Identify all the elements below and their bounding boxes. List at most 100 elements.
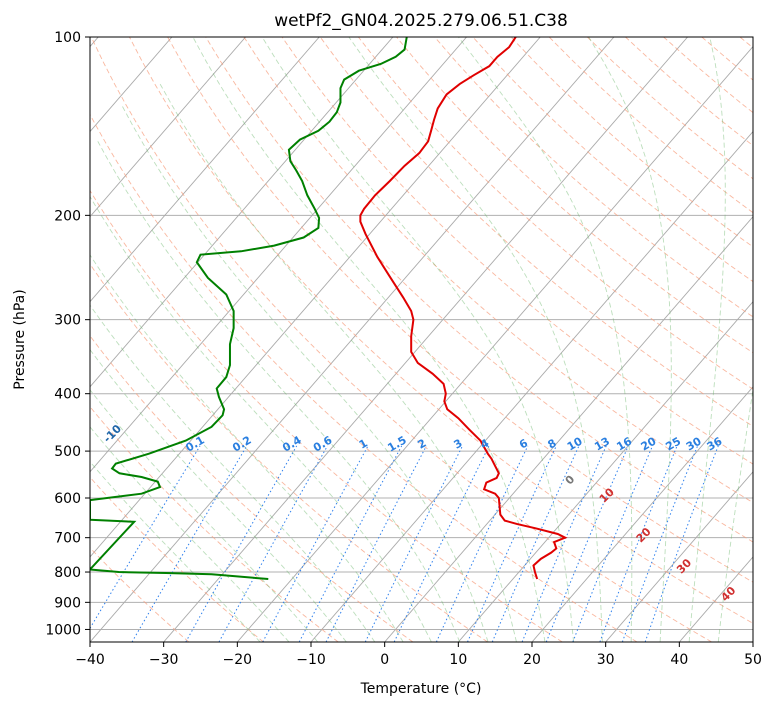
isotherm-line (457, 301, 753, 642)
mixing-ratio-label: 3 (452, 437, 465, 452)
mixing-ratio-line (521, 445, 607, 642)
moist-adiabat (348, 37, 603, 642)
dry-adiabat (739, 37, 753, 49)
y-axis-label: Pressure (hPa) (12, 289, 28, 389)
dry-adiabat (90, 476, 264, 642)
mixing-ratio-label: 8 (546, 437, 559, 452)
moist-adiabat (192, 37, 546, 642)
moist-adiabat (90, 304, 376, 642)
dry-adiabat (90, 37, 712, 642)
y-tick-label: 700 (54, 531, 81, 547)
dry-adiabat (358, 37, 753, 390)
dry-adiabat (205, 37, 753, 543)
y-tick-label: 600 (54, 491, 81, 507)
chart-title: wetPf2_GN04.2025.279.06.51.C38 (274, 11, 568, 31)
dry-adiabat (243, 37, 753, 504)
x-tick-label: 20 (523, 652, 541, 668)
mixing-ratio-label: 2 (415, 437, 428, 452)
isotherm-line (90, 37, 320, 303)
moist-adiabat (458, 37, 633, 642)
dry-adiabat (319, 37, 753, 427)
moist-adiabat (688, 37, 726, 642)
x-tick-label: −10 (296, 652, 326, 668)
y-tick-label: 100 (54, 30, 81, 46)
moist-adiabat (588, 37, 672, 642)
isotherm-line (310, 130, 753, 642)
moist-adiabat-label: 0 (563, 473, 578, 488)
dewpoint-profile (90, 37, 408, 581)
dry-adiabat (167, 37, 753, 583)
mixing-ratio-line (185, 445, 298, 642)
isotherm-line (384, 215, 753, 642)
y-tick-label: 400 (54, 387, 81, 403)
y-tick-label: 1000 (45, 622, 81, 638)
dry-adiabat (90, 263, 488, 642)
moist-adiabat (261, 37, 575, 642)
mixing-ratio-line (364, 445, 463, 642)
moist-adiabat-label: 20 (634, 525, 654, 545)
mixing-ratio-label: 6 (517, 436, 530, 451)
moist-adiabat-label: 10 (597, 485, 617, 505)
moist-adiabat (90, 389, 319, 642)
x-tick-label: 50 (744, 652, 762, 668)
dry-adiabat-label: -20 (18, 392, 41, 415)
dry-adiabat (586, 37, 753, 180)
dry-adiabat (434, 37, 753, 318)
isotherm-line (236, 45, 753, 642)
mixing-ratio-line (131, 445, 248, 642)
mixing-ratio-line (218, 445, 328, 642)
y-tick-label: 500 (54, 444, 81, 460)
mixing-ratio-line (90, 445, 201, 630)
background-grid (90, 37, 753, 642)
dry-adiabat (90, 405, 339, 642)
mixing-ratio-line (644, 445, 719, 642)
isotherm-line (678, 556, 753, 642)
mixing-ratio-line (545, 445, 629, 642)
isotherm-line (90, 37, 246, 218)
x-tick-label: −40 (75, 652, 105, 668)
dry-adiabat (472, 37, 753, 283)
moist-adiabat (90, 461, 261, 642)
moist-adiabat (90, 426, 290, 642)
isotherm-line (90, 37, 394, 388)
mixing-ratio-line (599, 445, 678, 642)
axis-ticks: −40 −30 −20 −10 0 10 20 30 40 5010020030040050060… (45, 30, 762, 668)
isotherm-line (90, 37, 541, 558)
sounding-curves (90, 37, 568, 581)
dry-adiabat (90, 113, 638, 642)
x-tick-label: 40 (670, 652, 688, 668)
dry-adiabat (129, 37, 753, 624)
moist-adiabat (90, 348, 347, 642)
mixing-ratio-line (621, 445, 699, 642)
dry-adiabat (396, 37, 753, 354)
moist-adiabat (121, 104, 489, 642)
mixing-ratio-line (435, 445, 529, 642)
mixing-ratio-line (491, 445, 580, 642)
isotherm-line (605, 471, 753, 642)
moist-adiabat (717, 386, 753, 642)
isotherm-line (90, 37, 615, 642)
moist-adiabat (90, 254, 404, 642)
plot-frame (89, 36, 754, 643)
x-tick-label: 30 (597, 652, 615, 668)
dry-adiabat (90, 189, 563, 642)
isotherm-line (163, 37, 688, 642)
temperature-profile (359, 37, 568, 580)
x-tick-label: 0 (380, 652, 389, 668)
dry-adiabat (548, 37, 753, 214)
dry-adiabat (510, 37, 753, 248)
dry-adiabat (701, 37, 753, 81)
moist-adiabat (159, 83, 517, 642)
moist-adiabat (97, 141, 461, 642)
isotherm-line (90, 37, 467, 473)
mixing-ratio-line (325, 445, 427, 642)
dry-adiabat-label: -10 (101, 422, 124, 445)
x-tick-label: −20 (223, 652, 253, 668)
x-axis-label: Temperature (°C) (360, 681, 482, 697)
dry-adiabat (90, 335, 414, 642)
x-tick-label: −30 (149, 652, 179, 668)
x-tick-label: 10 (449, 652, 467, 668)
y-tick-label: 300 (54, 313, 81, 329)
mixing-ratio-line (393, 445, 490, 642)
